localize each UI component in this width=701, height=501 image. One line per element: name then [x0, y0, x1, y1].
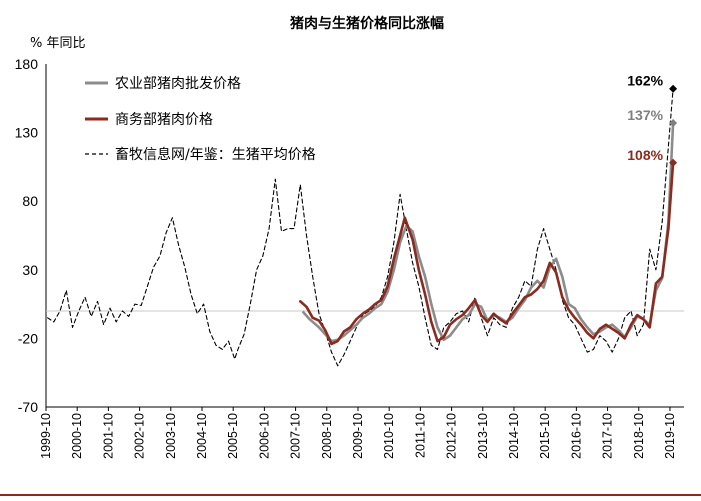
x-tick-label: 2012-10 [445, 413, 459, 459]
legend-label-commerce: 商务部猪肉价格 [115, 112, 213, 128]
x-tick-labels: 1999-10 2000-10 2001-10 2002-10 2003-10 2004-… [39, 407, 677, 459]
annotation-marker-2 [669, 118, 678, 127]
x-tick-label: 2016-10 [569, 413, 583, 459]
y-tick-label: 130 [15, 125, 39, 141]
x-tick-label: 1999-10 [39, 413, 53, 459]
x-tick-label: 2017-10 [601, 413, 615, 459]
x-tick-label: 2011-10 [413, 413, 427, 458]
x-tick-label: 2019-10 [663, 413, 677, 459]
legend-label-livestock: 畜牧信息网/年鉴：生猪平均价格 [115, 146, 316, 163]
annotation-label-3: 108% [627, 147, 663, 163]
x-tick-label: 2007-10 [289, 413, 303, 459]
x-tick-label: 2008-10 [320, 413, 334, 459]
x-tick-label: 2015-10 [538, 413, 552, 459]
y-tick-label: -20 [18, 330, 38, 346]
y-tick-labels: 180 130 80 30 -20 -70 [15, 56, 39, 415]
annotation-label-2: 137% [627, 107, 663, 123]
y-tick-label: 80 [22, 193, 38, 209]
x-tick-label: 2009-10 [351, 413, 365, 459]
legend: 农业部猪肉批发价格 商务部猪肉价格 畜牧信息网/年鉴：生猪平均价格 [85, 76, 316, 163]
x-tick-label: 2004-10 [195, 413, 209, 459]
x-tick-label: 2010-10 [382, 413, 396, 459]
x-tick-label: 2018-10 [632, 413, 646, 459]
x-tick-label: 2013-10 [476, 413, 490, 459]
series-layer [47, 88, 675, 367]
x-tick-label: 2014-10 [507, 413, 521, 459]
y-tick-label: 30 [22, 262, 38, 278]
chart-title: 猪肉与生猪价格同比涨幅 [289, 15, 444, 32]
annotation-layer: 162% 137% 108% [627, 73, 678, 167]
x-tick-label: 2002-10 [133, 413, 147, 459]
annotation-marker-3 [669, 158, 678, 167]
x-tick-label: 2005-10 [226, 413, 240, 459]
annotation-marker-1 [669, 84, 678, 93]
series-line-1 [302, 121, 675, 343]
x-tick-label: 2001-10 [101, 413, 115, 459]
legend-label-agri: 农业部猪肉批发价格 [115, 76, 241, 92]
annotation-label-1: 162% [627, 73, 663, 89]
x-tick-label: 2006-10 [257, 413, 271, 459]
y-tick-label: -70 [18, 399, 38, 415]
x-tick-label: 2000-10 [70, 413, 84, 459]
y-axis-label: % 年同比 [30, 36, 86, 51]
y-tick-label: 180 [15, 56, 39, 72]
series-line-2 [299, 161, 675, 346]
x-tick-label: 2003-10 [164, 413, 178, 459]
